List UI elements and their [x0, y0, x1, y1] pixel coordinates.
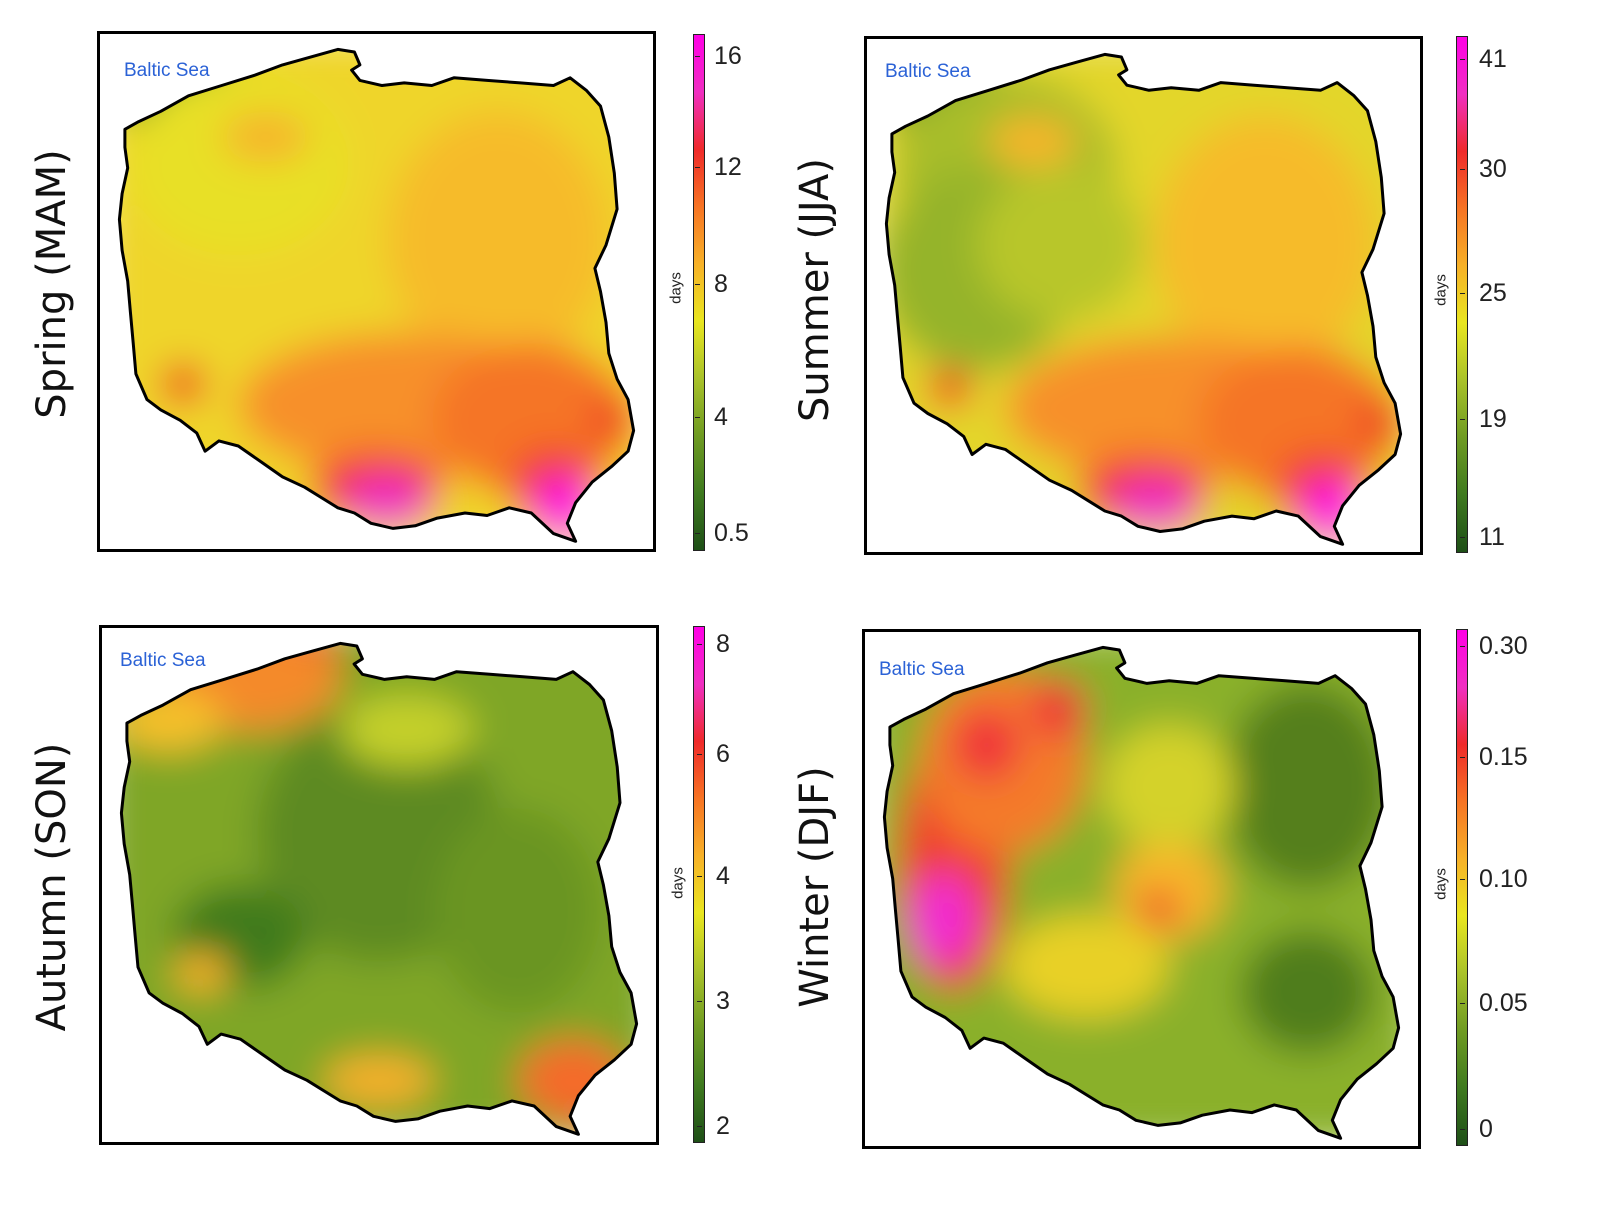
poland-shape-summer [884, 52, 1403, 546]
tick-summer-3: 19 [1460, 405, 1507, 433]
tick-autumn-0: 8 [697, 630, 730, 658]
map-winter: Baltic Sea [862, 629, 1421, 1149]
colorbar-winter [1456, 629, 1468, 1146]
tick-winter-2: 0.10 [1460, 865, 1528, 893]
unit-label-autumn: days [669, 867, 687, 899]
tick-winter-3: 0.05 [1460, 989, 1528, 1017]
map-fill-spring [119, 49, 634, 542]
map-winter-svg [882, 645, 1401, 1140]
sea-label-autumn: Baltic Sea [120, 650, 206, 671]
sea-label-spring: Baltic Sea [124, 60, 210, 81]
map-spring: Baltic Sea [97, 31, 656, 552]
map-autumn: Baltic Sea [99, 625, 659, 1145]
map-summer: Baltic Sea [864, 36, 1423, 555]
tick-spring-4: 0.5 [695, 519, 749, 547]
tick-winter-4: 0 [1460, 1115, 1493, 1143]
tick-autumn-2: 4 [697, 862, 730, 890]
tick-winter-1: 0.15 [1460, 743, 1528, 771]
tick-spring-2: 8 [695, 270, 728, 298]
season-title-summer: Summer (JJA) [792, 158, 838, 422]
unit-label-winter: days [1432, 868, 1450, 900]
map-autumn-svg [119, 641, 639, 1136]
poland-shape-autumn [119, 641, 639, 1136]
tick-spring-0: 16 [695, 42, 742, 70]
country-outline-winter [882, 645, 1401, 1140]
map-summer-svg [884, 52, 1403, 546]
tick-autumn-1: 6 [697, 740, 730, 768]
season-title-spring: Spring (MAM) [29, 149, 75, 419]
country-outline-autumn [119, 641, 639, 1136]
tick-autumn-3: 3 [697, 987, 730, 1015]
tick-summer-2: 25 [1460, 279, 1507, 307]
tick-summer-1: 30 [1460, 155, 1507, 183]
map-fill-winter [884, 647, 1399, 1139]
map-fill-summer [886, 54, 1401, 545]
season-title-autumn: Autumn (SON) [29, 742, 75, 1032]
season-title-winter: Winter (DJF) [792, 766, 838, 1008]
colorbar-summer [1456, 36, 1468, 553]
poland-shape-spring [117, 47, 636, 543]
country-outline-summer [884, 52, 1403, 546]
tick-autumn-4: 2 [697, 1112, 730, 1140]
country-outline-spring [117, 47, 636, 543]
map-fill-autumn [121, 643, 637, 1135]
tick-summer-4: 11 [1460, 523, 1505, 551]
tick-winter-0: 0.30 [1460, 632, 1528, 660]
colorbar-spring [693, 34, 705, 551]
sea-label-winter: Baltic Sea [879, 659, 965, 680]
sea-label-summer: Baltic Sea [885, 61, 971, 82]
unit-label-spring: days [667, 272, 685, 304]
tick-spring-1: 12 [695, 153, 742, 181]
poland-shape-winter [882, 645, 1401, 1140]
map-spring-svg [117, 47, 636, 543]
colorbar-autumn [693, 626, 705, 1143]
tick-spring-3: 4 [695, 403, 728, 431]
unit-label-summer: days [1432, 274, 1450, 306]
tick-summer-0: 41 [1460, 45, 1507, 73]
